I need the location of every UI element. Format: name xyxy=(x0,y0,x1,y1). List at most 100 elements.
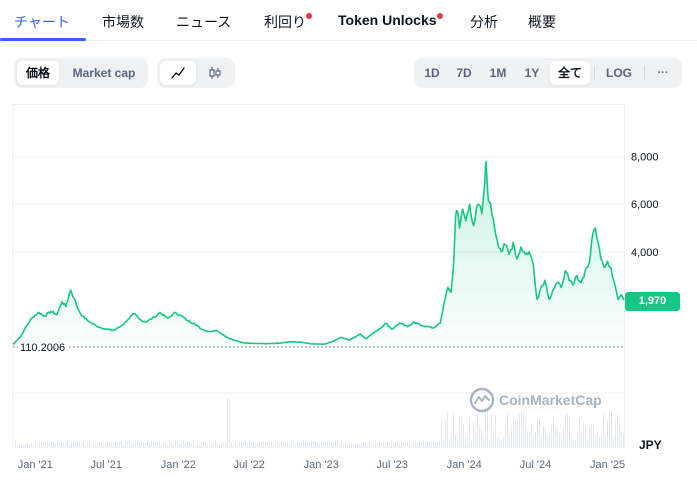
volume-bar xyxy=(587,439,588,447)
volume-bar xyxy=(415,441,416,447)
volume-bar xyxy=(265,442,266,447)
volume-bar xyxy=(311,441,312,447)
volume-bar xyxy=(129,440,130,447)
volume-bar xyxy=(231,442,232,447)
volume-bar xyxy=(21,444,22,447)
volume-bar xyxy=(453,413,454,447)
range-7d-button[interactable]: 7D xyxy=(456,66,472,80)
volume-bar xyxy=(229,399,230,447)
volume-bar xyxy=(403,442,404,447)
volume-bar xyxy=(573,440,574,447)
volume-bar xyxy=(177,441,178,447)
volume-bar xyxy=(459,415,460,447)
volume-bar xyxy=(219,444,220,447)
range-divider xyxy=(594,66,595,80)
volume-bar xyxy=(389,440,390,447)
volume-bar xyxy=(505,421,506,447)
range-1m-button[interactable]: 1M xyxy=(489,66,507,80)
volume-bar xyxy=(303,440,304,447)
volume-bar xyxy=(225,441,226,447)
volume-bar xyxy=(407,442,408,447)
volume-bar xyxy=(483,437,484,447)
volume-bar xyxy=(541,436,542,447)
volume-bar xyxy=(297,443,298,447)
volume-bar xyxy=(261,442,262,447)
tab-bar: チャート 市場数 ニュース 利回り Token Unlocks 分析 概要 xyxy=(0,0,697,41)
volume-bar xyxy=(185,443,186,447)
volume-bar xyxy=(273,443,274,447)
volume-bar xyxy=(583,422,584,447)
volume-bar xyxy=(175,440,176,447)
volume-bar xyxy=(271,440,272,447)
volume-bar xyxy=(591,424,592,447)
volume-bar xyxy=(383,442,384,447)
volume-bar xyxy=(157,443,158,447)
volume-bar xyxy=(405,443,406,447)
tab-chart[interactable]: チャート xyxy=(14,14,70,30)
volume-bar xyxy=(321,440,322,447)
volume-bar xyxy=(281,441,282,447)
volume-bar xyxy=(437,443,438,447)
volume-bar xyxy=(323,441,324,447)
volume-bar xyxy=(73,442,74,447)
volume-bar xyxy=(489,440,490,447)
volume-bar xyxy=(215,440,216,447)
volume-bar xyxy=(347,444,348,447)
volume-bar xyxy=(485,407,486,447)
log-scale-button[interactable]: LOG xyxy=(606,66,632,80)
volume-bar xyxy=(385,444,386,447)
line-chart-button[interactable] xyxy=(160,61,196,85)
tab-analytics[interactable]: 分析 xyxy=(470,14,498,30)
volume-bar xyxy=(525,418,526,447)
volume-bar xyxy=(567,413,568,447)
volume-bar xyxy=(353,443,354,447)
tab-news[interactable]: ニュース xyxy=(176,14,232,30)
volume-bar xyxy=(291,440,292,447)
tab-token-unlocks[interactable]: Token Unlocks xyxy=(338,12,437,28)
volume-bar xyxy=(245,440,246,447)
range-all-button[interactable]: 全て xyxy=(550,61,590,85)
x-tick-label: Jul '24 xyxy=(520,459,551,471)
volume-bar xyxy=(161,444,162,447)
market-cap-toggle-button[interactable]: Market cap xyxy=(72,66,136,80)
volume-bar xyxy=(325,440,326,447)
price-toggle-button[interactable]: 価格 xyxy=(17,61,59,85)
price-area-fill xyxy=(13,161,624,347)
volume-bar xyxy=(549,432,550,447)
volume-bar xyxy=(109,442,110,447)
volume-bar xyxy=(69,444,70,447)
volume-bar xyxy=(119,441,120,447)
volume-bar xyxy=(559,433,560,447)
volume-bar xyxy=(127,441,128,447)
volume-bar xyxy=(457,436,458,447)
volume-bar xyxy=(467,436,468,447)
candlestick-chart-button[interactable] xyxy=(197,61,233,85)
volume-bar xyxy=(519,413,520,447)
volume-bar xyxy=(341,442,342,447)
volume-bar xyxy=(451,432,452,447)
volume-bar xyxy=(547,435,548,447)
volume-bar xyxy=(419,441,420,447)
volume-bar xyxy=(41,442,42,447)
volume-bar xyxy=(589,426,590,447)
volume-bar xyxy=(279,443,280,447)
tab-yield[interactable]: 利回り xyxy=(264,14,306,30)
tab-about[interactable]: 概要 xyxy=(528,14,556,30)
volume-bar xyxy=(151,441,152,447)
volume-bar xyxy=(363,442,364,447)
tab-markets[interactable]: 市場数 xyxy=(102,14,144,30)
volume-bar xyxy=(97,444,98,447)
volume-bar xyxy=(251,441,252,447)
range-1y-button[interactable]: 1Y xyxy=(524,66,540,80)
current-price-badge: 1,970 xyxy=(625,292,680,311)
volume-bar xyxy=(65,442,66,447)
volume-bar xyxy=(117,442,118,447)
more-options-button[interactable]: ··· xyxy=(657,67,669,79)
volume-bar xyxy=(369,441,370,447)
volume-bar xyxy=(373,444,374,447)
volume-bar xyxy=(239,442,240,447)
volume-bar xyxy=(375,444,376,447)
volume-bar xyxy=(597,433,598,447)
volume-bar xyxy=(25,444,26,447)
range-1d-button[interactable]: 1D xyxy=(424,66,440,80)
